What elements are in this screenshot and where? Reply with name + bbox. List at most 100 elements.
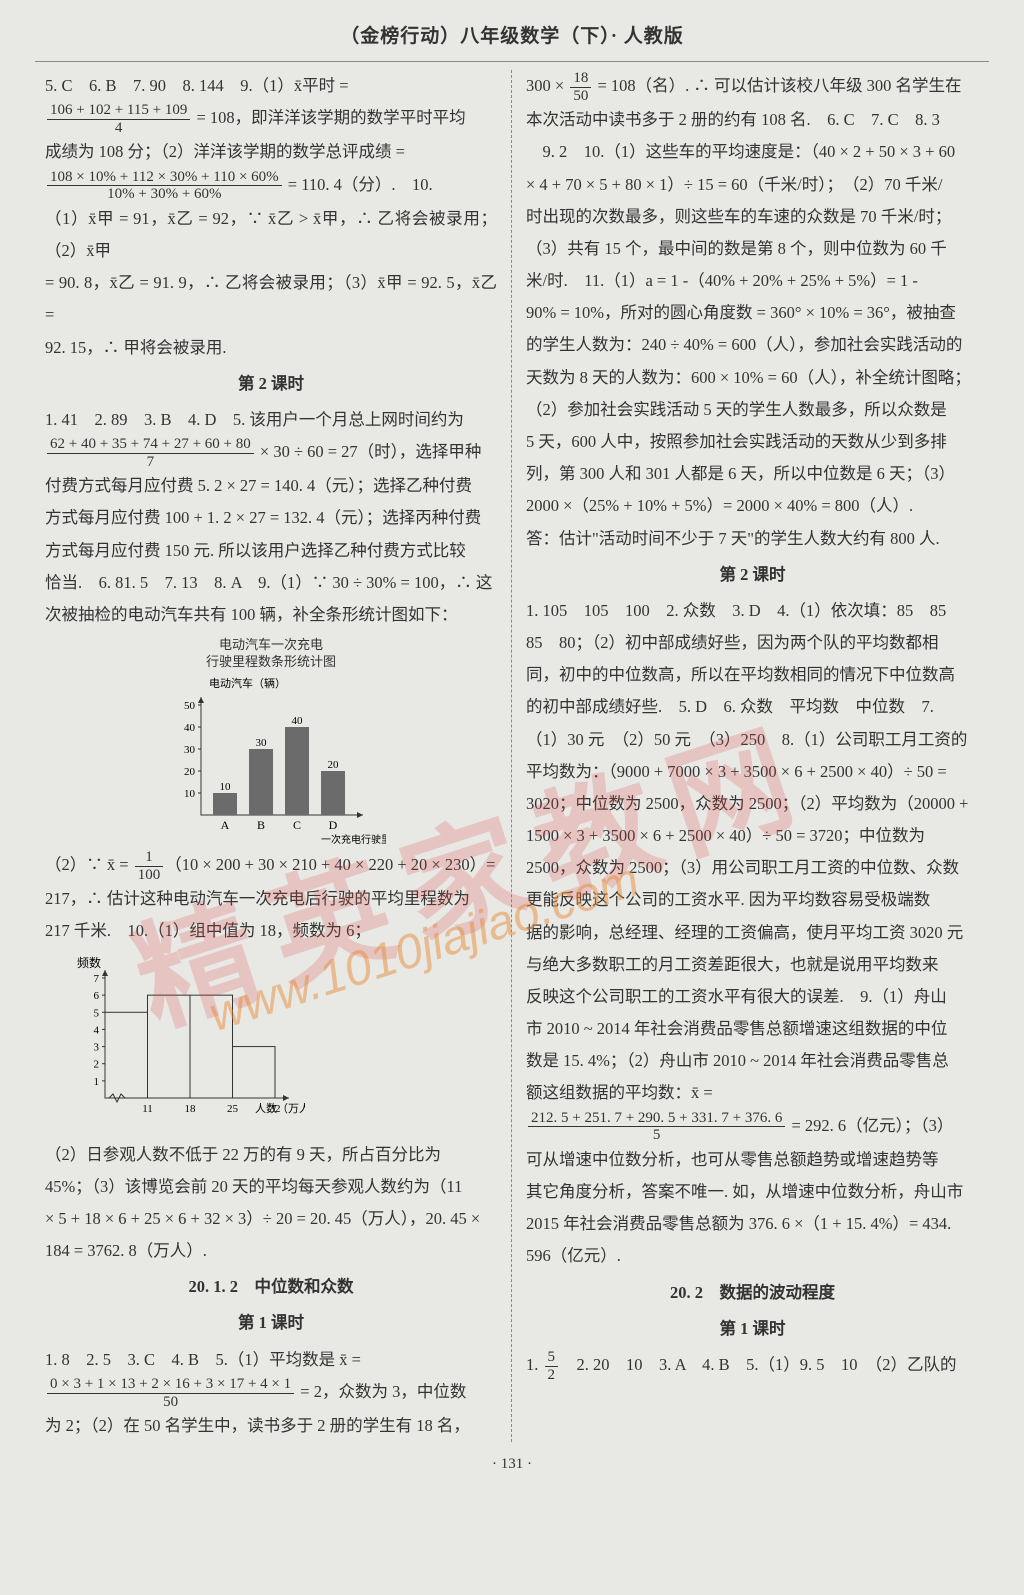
svg-text:D: D	[329, 818, 338, 832]
text: 1500 × 3 + 3500 × 6 + 2500 × 40）÷ 50 = 3…	[526, 820, 979, 852]
numerator: 18	[570, 70, 591, 88]
text: 数是 15. 4%；（2）舟山市 2010 ~ 2014 年社会消费品零售总	[526, 1045, 979, 1077]
section-title: 20. 2 数据的波动程度	[526, 1277, 979, 1309]
text: = 108（名）. ∴ 可以估计该校八年级 300 名学生在	[593, 76, 961, 95]
svg-text:A: A	[221, 818, 230, 832]
text: 的学生人数为：240 ÷ 40% = 600（人），参加社会实践活动的	[526, 329, 979, 361]
fraction: 62 + 40 + 35 + 74 + 27 + 60 + 80 7	[47, 436, 254, 470]
text: （10 × 200 + 30 × 210 + 40 × 220 + 20 × 2…	[165, 855, 495, 874]
chart-title-line1: 电动汽车一次充电	[219, 637, 323, 652]
text: 与绝大多数职工的月工资差距很大，也就是说用平均数来	[526, 949, 979, 981]
text: 额这组数据的平均数：x̄ =	[526, 1077, 979, 1109]
text: （2）日参观人数不低于 22 万的有 9 天，所占百分比为	[45, 1139, 497, 1171]
text: 217，∴ 估计这种电动汽车一次充电后行驶的平均里程数为	[45, 883, 497, 915]
svg-text:20: 20	[328, 759, 340, 771]
text: 恰当. 6. 81. 5 7. 13 8. A 9.（1）∵ 30 ÷ 30% …	[45, 567, 497, 599]
fraction: 106 + 102 + 115 + 109 4	[47, 102, 190, 136]
text: = 110. 4（分）. 10.	[284, 175, 433, 194]
text: （2）参加社会实践活动 5 天的学生人数最多，所以众数是	[526, 394, 979, 426]
svg-text:频数: 频数	[77, 955, 101, 970]
svg-text:电动汽车（辆）: 电动汽车（辆）	[209, 676, 286, 690]
text: 其它角度分析，答案不唯一. 如，从增速中位数分析，舟山市	[526, 1176, 979, 1208]
text: = 292. 6（亿元）；（3）	[787, 1116, 953, 1135]
text: 184 = 3762. 8（万人）.	[45, 1235, 497, 1267]
chart-title-line2: 行驶里程数条形统计图	[206, 654, 336, 669]
text: 2. 20 10 3. A 4. B 5.（1）9. 5 10 （2）乙队的	[560, 1355, 956, 1374]
text: 本次活动中读书多于 2 册的约有 108 名. 6. C 7. C 8. 3	[526, 104, 979, 136]
text: 为 2；（2）在 50 名学生中，读书多于 2 册的学生有 18 名，	[45, 1410, 497, 1442]
denominator: 100	[135, 867, 164, 884]
section-title: 20. 1. 2 中位数和众数	[45, 1271, 497, 1303]
section-subtitle: 第 1 课时	[526, 1313, 979, 1345]
svg-text:30: 30	[184, 744, 196, 756]
text: 平均数为：（9000 + 7000 × 3 + 3500 × 6 + 2500 …	[526, 756, 979, 788]
left-column: 5. C 6. B 7. 90 8. 144 9.（1）x̄平时 = 106 +…	[35, 70, 512, 1442]
fraction: 212. 5 + 251. 7 + 290. 5 + 331. 7 + 376.…	[528, 1110, 785, 1144]
text: 米/时. 11.（1）a = 1 -（40% + 20% + 25% + 5%）…	[526, 265, 979, 297]
fraction: 1 100	[135, 849, 164, 883]
svg-text:5: 5	[94, 1008, 100, 1020]
page-number: · 131 ·	[35, 1450, 989, 1479]
svg-text:3: 3	[94, 1042, 100, 1054]
text: 3020；中位数为 2500，众数为 2500；（2）平均数为（20000 +	[526, 788, 979, 820]
text: 市 2010 ~ 2014 年社会消费品零售总额增速这组数据的中位	[526, 1013, 979, 1045]
svg-text:C: C	[293, 818, 301, 832]
denominator: 2	[545, 1367, 559, 1384]
denominator: 50	[47, 1394, 294, 1411]
svg-text:10: 10	[220, 781, 232, 793]
fraction: 108 × 10% + 112 × 30% + 110 × 60% 10% + …	[47, 169, 282, 203]
section-subtitle: 第 1 课时	[45, 1307, 497, 1339]
text: 5. C 6. B 7. 90 8. 144 9.（1）x̄平时 =	[45, 76, 349, 95]
text: 方式每月应付费 100 + 1. 2 × 27 = 132. 4（元）；选择丙种…	[45, 502, 497, 534]
text: 5 天，600 人中，按照参加社会实践活动的天数从少到多排	[526, 426, 979, 458]
text: 更能反映这个公司的工资水平. 因为平均数容易受极端数	[526, 884, 979, 916]
fraction: 5 2	[545, 1349, 559, 1383]
text: 90% = 10%，所对的圆心角度数 = 360° × 10% = 36°，被抽…	[526, 297, 979, 329]
text: （1）x̄甲 = 91，x̄乙 = 92，∵ x̄乙 > x̄甲，∴ 乙将会被录…	[45, 203, 497, 267]
text: （3）共有 15 个，最中间的数是第 8 个，则中位数为 60 千	[526, 233, 979, 265]
text: 的初中部成绩好些. 5. D 6. 众数 平均数 中位数 7.	[526, 691, 979, 723]
text: 答：估计"活动时间不少于 7 天"的学生人数大约有 800 人.	[526, 523, 979, 555]
numerator: 108 × 10% + 112 × 30% + 110 × 60%	[47, 169, 282, 187]
section-title: 第 2 课时	[526, 559, 979, 591]
svg-text:7: 7	[94, 973, 100, 985]
text: 2000 ×（25% + 10% + 5%）= 2000 × 40% = 800…	[526, 490, 979, 522]
denominator: 7	[47, 454, 254, 471]
svg-text:20: 20	[184, 766, 196, 778]
svg-text:25: 25	[227, 1103, 239, 1115]
text: （1）30 元 （2）50 元 （3）250 8.（1）公司职工月工资的	[526, 724, 979, 756]
text: = 2，众数为 3，中位数	[296, 1382, 466, 1401]
fraction: 18 50	[570, 70, 591, 104]
section-title: 第 2 课时	[45, 368, 497, 400]
denominator: 4	[47, 120, 190, 137]
text: 可从增速中位数分析，也可从零售总额趋势或增速趋势等	[526, 1144, 979, 1176]
text: 据的影响，总经理、经理的工资偏高，使月平均工资 3020 元	[526, 917, 979, 949]
text: = 90. 8，x̄乙 = 91. 9，∴ 乙将会被录用；（3）x̄甲 = 92…	[45, 267, 497, 331]
svg-text:11: 11	[142, 1103, 153, 1115]
text: （2）∵ x̄ =	[45, 855, 133, 874]
svg-text:4: 4	[94, 1025, 100, 1037]
svg-text:B: B	[257, 818, 265, 832]
numerator: 212. 5 + 251. 7 + 290. 5 + 331. 7 + 376.…	[528, 1110, 785, 1128]
bar-chart-1: 电动汽车一次充电 行驶里程数条形统计图 电动汽车（辆） 10 20 30 40 50 10 A…	[156, 637, 386, 845]
text: 反映这个公司职工的工资水平有很大的误差. 9.（1）舟山	[526, 981, 979, 1013]
text: 2015 年社会消费品零售总额为 376. 6 ×（1 + 15. 4%）= 4…	[526, 1208, 979, 1240]
text: 方式每月应付费 150 元. 所以该用户选择乙种付费方式比较	[45, 535, 497, 567]
text: 天数为 8 天的人数为：600 × 10% = 60（人），补全统计图略；	[526, 362, 979, 394]
text: 1. 8 2. 5 3. C 4. B 5.（1）平均数是 x̄ =	[45, 1344, 497, 1376]
text: 9. 2 10.（1）这些车的平均速度是：（40 × 2 + 50 × 3 + …	[526, 136, 979, 168]
svg-text:10: 10	[184, 788, 196, 800]
text: 同，初中的中位数高，所以在平均数相同的情况下中位数高	[526, 659, 979, 691]
text: 2500，众数为 2500；（3）用公司职工月工资的中位数、众数	[526, 852, 979, 884]
text: 时出现的次数最多，则这些车的车速的众数是 70 千米/时；	[526, 201, 979, 233]
page-header: （金榜行动）八年级数学（下）· 人教版	[35, 18, 989, 62]
svg-text:人数（万人）: 人数（万人）	[255, 1102, 305, 1115]
svg-text:50: 50	[184, 700, 196, 712]
svg-text:2: 2	[94, 1059, 100, 1071]
svg-text:40: 40	[292, 715, 304, 727]
text: = 108，即洋洋该学期的数学平时平均	[192, 108, 465, 127]
text: 45%；（3）该博览会前 20 天的平均每天参观人数约为（11	[45, 1171, 497, 1203]
numerator: 106 + 102 + 115 + 109	[47, 102, 190, 120]
numerator: 62 + 40 + 35 + 74 + 27 + 60 + 80	[47, 436, 254, 454]
text: × 5 + 18 × 6 + 25 × 6 + 32 × 3）÷ 20 = 20…	[45, 1203, 497, 1235]
